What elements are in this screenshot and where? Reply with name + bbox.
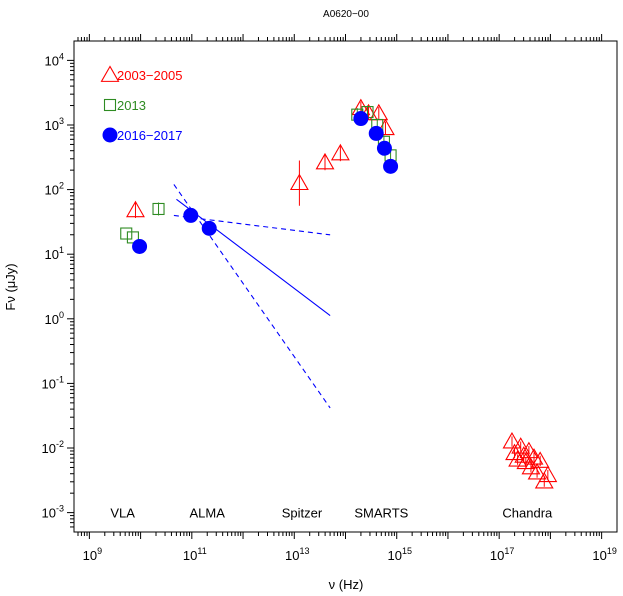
y-tick-label: 100 [45,310,64,327]
legend-label: 2013 [117,98,146,113]
data-point [530,451,550,468]
y-tick-label: 103 [45,116,64,133]
y-tick-label: 101 [45,245,64,262]
legend-label: 2003−2005 [117,68,182,83]
plot-frame [73,40,618,533]
fit-lines [173,184,331,409]
fit-line-dashed [173,184,331,409]
y-tick-label: 10-1 [42,374,64,391]
data-point [201,220,217,236]
data-point [126,200,145,218]
legend-marker [102,127,118,143]
data-point [508,450,528,467]
instrument-label: VLA [110,506,135,521]
legend-marker [103,98,117,112]
data-point [514,446,534,463]
x-tick-label: 1015 [387,546,411,563]
y-tick-label: 104 [45,51,64,68]
data-point [376,118,395,136]
data-point [353,111,369,127]
data-point [132,238,148,254]
data-point [120,227,133,240]
data-point [383,158,399,174]
data-points [120,98,558,489]
x-tick-label: 1019 [592,546,616,563]
axis-ticks: 109 1011 1013 1015 1017 1019 104 103 102 101 100 10… [42,34,617,563]
x-tick-label: 1017 [490,546,514,563]
legend: 2003−2005 2013 2016−2017 [100,65,182,143]
data-point [368,125,384,141]
data-point [502,431,522,449]
y-tick-label: 10-3 [42,504,64,521]
series-1 [120,105,397,244]
series-0 [126,98,558,489]
data-point [538,465,558,483]
x-tick-label: 109 [83,546,102,563]
instrument-labels: VLA ALMA Spitzer SMARTS Chandra [110,506,553,521]
data-point [376,140,392,156]
chart-title: A0620−00 [323,9,369,20]
data-point [330,143,350,161]
series-2 [132,111,399,254]
legend-marker [100,65,120,82]
data-point [527,462,547,480]
x-axis-title: ν (Hz) [329,577,364,592]
data-point [152,202,165,216]
instrument-label: ALMA [189,506,225,521]
y-tick-label: 102 [45,181,64,198]
data-point [289,173,309,191]
x-tick-label: 1013 [285,546,309,563]
x-tick-label: 1011 [183,546,207,563]
instrument-label: SMARTS [354,506,408,521]
legend-label: 2016−2017 [117,128,182,143]
data-point [126,231,139,244]
instrument-label: Spitzer [282,506,323,521]
data-point [183,207,199,223]
instrument-label: Chandra [502,506,553,521]
y-tick-label: 10-2 [42,439,64,456]
data-point [315,152,335,170]
y-axis-title: Fν (μJy) [3,263,18,310]
